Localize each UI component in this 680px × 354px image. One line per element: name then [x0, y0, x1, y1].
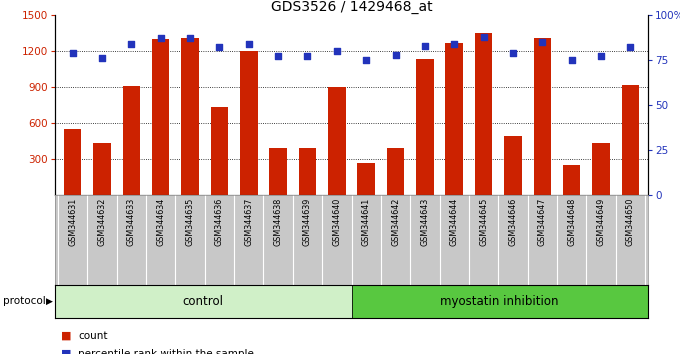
Text: GSM344646: GSM344646: [509, 198, 517, 246]
Text: protocol: protocol: [3, 297, 46, 307]
Bar: [592, 143, 610, 195]
Text: GSM344644: GSM344644: [449, 198, 459, 246]
Bar: [55, 285, 352, 318]
Point: [507, 50, 518, 56]
Text: control: control: [183, 295, 224, 308]
Text: ■: ■: [61, 349, 71, 354]
Title: GDS3526 / 1429468_at: GDS3526 / 1429468_at: [271, 0, 432, 14]
Text: GSM344639: GSM344639: [303, 198, 312, 246]
Point: [596, 53, 607, 59]
Point: [390, 52, 401, 57]
Text: ▶: ▶: [46, 297, 53, 306]
Bar: [622, 85, 639, 195]
Text: GSM344631: GSM344631: [68, 198, 77, 246]
Point: [537, 39, 548, 45]
Bar: [211, 107, 228, 195]
Text: GSM344648: GSM344648: [567, 198, 576, 246]
Bar: [445, 42, 463, 195]
Bar: [387, 148, 405, 195]
Point: [331, 48, 342, 54]
Text: count: count: [78, 331, 107, 341]
Text: GSM344633: GSM344633: [127, 198, 136, 246]
Bar: [534, 38, 551, 195]
Text: GSM344635: GSM344635: [186, 198, 194, 246]
Point: [566, 57, 577, 63]
Point: [360, 57, 371, 63]
Bar: [328, 87, 345, 195]
Point: [214, 45, 225, 50]
Bar: [563, 165, 581, 195]
Point: [449, 41, 460, 47]
Text: percentile rank within the sample: percentile rank within the sample: [78, 349, 254, 354]
Bar: [352, 285, 648, 318]
Text: GSM344632: GSM344632: [97, 198, 107, 246]
Text: GSM344647: GSM344647: [538, 198, 547, 246]
Bar: [475, 33, 492, 195]
Text: GSM344649: GSM344649: [596, 198, 605, 246]
Text: GSM344650: GSM344650: [626, 198, 635, 246]
Point: [184, 35, 195, 41]
Bar: [93, 143, 111, 195]
Bar: [122, 86, 140, 195]
Text: GSM344641: GSM344641: [362, 198, 371, 246]
Text: GSM344645: GSM344645: [479, 198, 488, 246]
Point: [97, 55, 107, 61]
Text: GSM344643: GSM344643: [420, 198, 429, 246]
Point: [478, 34, 489, 39]
Point: [273, 53, 284, 59]
Point: [67, 50, 78, 56]
Point: [625, 45, 636, 50]
Text: GSM344640: GSM344640: [333, 198, 341, 246]
Point: [126, 41, 137, 47]
Text: ■: ■: [61, 331, 71, 341]
Bar: [269, 148, 287, 195]
Bar: [416, 59, 434, 195]
Text: GSM344642: GSM344642: [391, 198, 400, 246]
Point: [302, 53, 313, 59]
Bar: [64, 129, 82, 195]
Bar: [299, 148, 316, 195]
Text: GSM344637: GSM344637: [244, 198, 253, 246]
Text: GSM344638: GSM344638: [273, 198, 283, 246]
Text: myostatin inhibition: myostatin inhibition: [441, 295, 559, 308]
Point: [155, 35, 166, 41]
Text: GSM344634: GSM344634: [156, 198, 165, 246]
Bar: [182, 38, 199, 195]
Bar: [358, 162, 375, 195]
Bar: [152, 39, 169, 195]
Point: [420, 43, 430, 48]
Text: GSM344636: GSM344636: [215, 198, 224, 246]
Point: [243, 41, 254, 47]
Bar: [240, 51, 258, 195]
Bar: [504, 136, 522, 195]
